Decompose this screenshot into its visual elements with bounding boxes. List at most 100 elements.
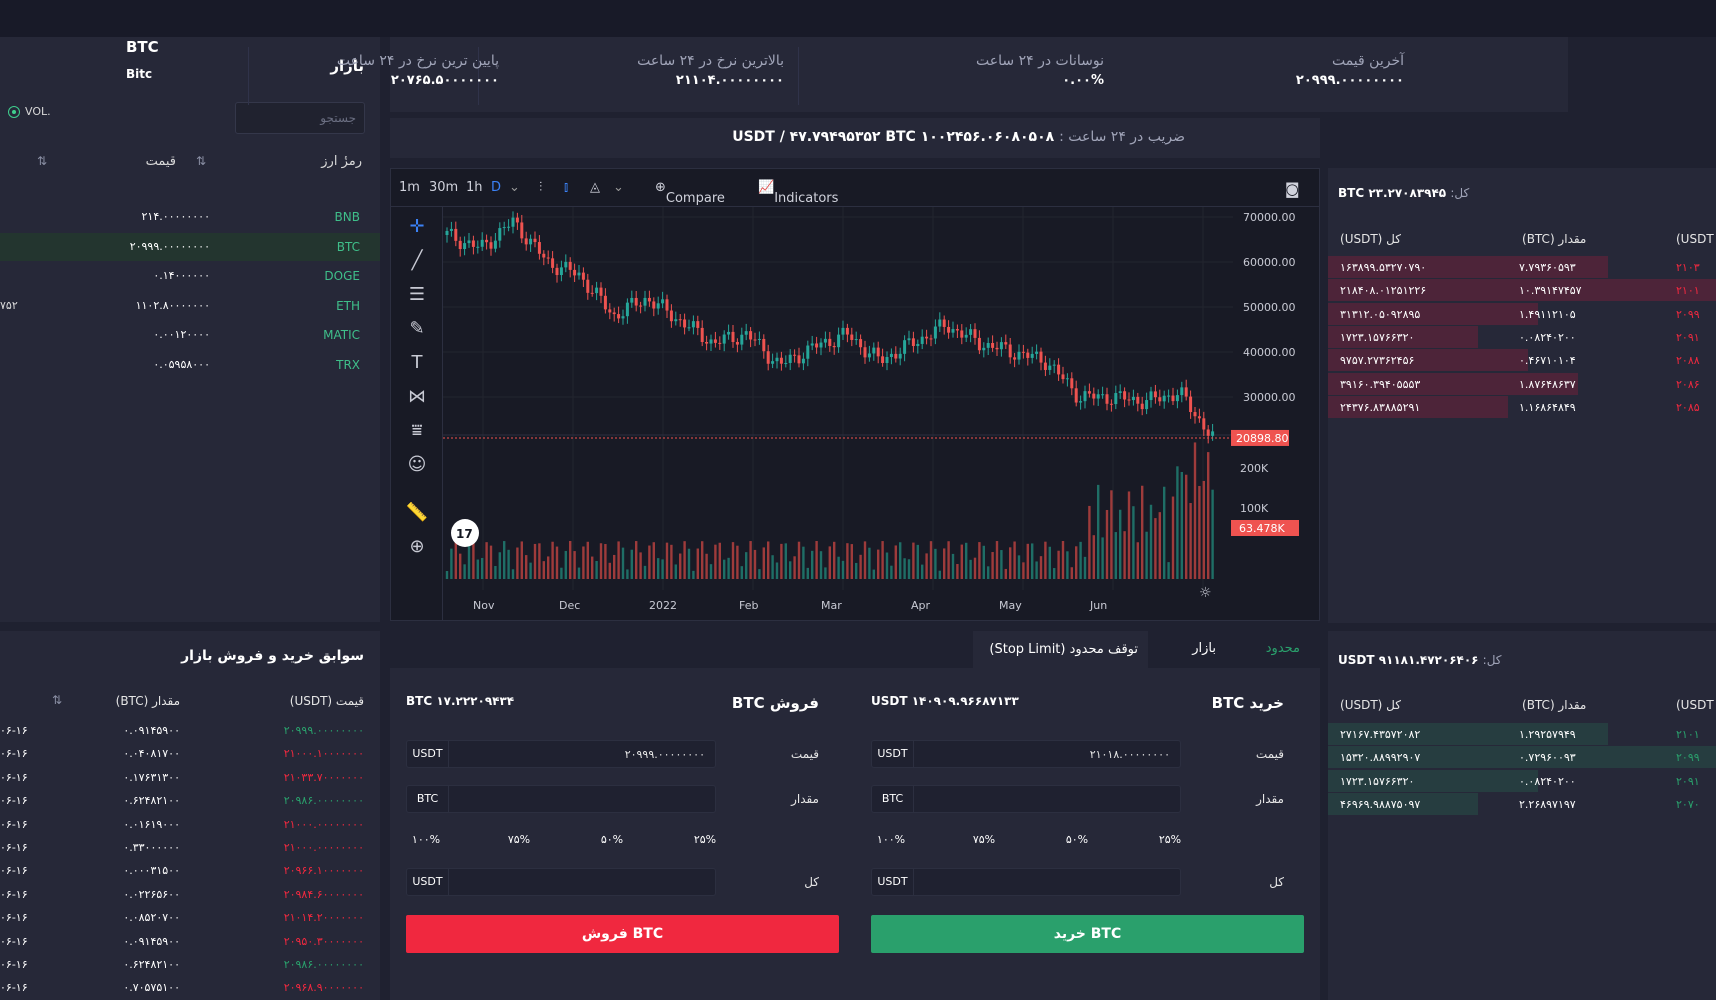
price-value: ۲۱۰۱۸.۰۰۰۰۰۰۰۰ <box>1089 748 1170 761</box>
chevron-down-icon[interactable]: ⌄ <box>613 180 624 195</box>
candle-body <box>973 329 977 338</box>
pct-25-button[interactable]: ۲۵% <box>1158 833 1182 846</box>
row-total: ۳۱۳۱۲.۰۵۰۹۲۸۹۵ <box>1340 307 1421 321</box>
indicators-button[interactable]: 📈 Indicators <box>758 180 839 206</box>
candle-body <box>894 353 898 359</box>
orderbook-row[interactable]: ۴۶۹۶۹.۹۸۸۷۵۰۹۷ ۲.۲۶۸۹۷۱۹۷ ۲۰۷۰ <box>1328 792 1716 816</box>
row-total: ۳۹۱۶۰.۳۹۴۰۵۵۵۳ <box>1340 377 1421 391</box>
orderbook-row[interactable]: ۱۵۳۲۰.۸۸۹۹۲۹۰۷ ۰.۷۲۹۶۰۰۹۳ ۲۰۹۹ <box>1328 746 1716 769</box>
pct-25-button[interactable]: ۲۵% <box>693 833 717 846</box>
radio-icon[interactable] <box>8 105 20 118</box>
camera-icon[interactable]: ◙ <box>1285 180 1300 198</box>
orderbook-row[interactable]: ۲۴۳۷۶.۸۳۸۸۵۲۹۱ ۱.۱۶۸۶۴۸۴۹ ۲۰۸۵ <box>1328 395 1716 419</box>
volume-bar <box>476 559 479 579</box>
col-price-header: قیمت (USDT) <box>289 694 364 708</box>
history-row: ۲۰۹۹۹.۰۰۰۰۰۰۰۰ ۰.۰۹۱۴۵۹۰۰ ۰۶-۱۶ <box>0 719 380 742</box>
fib-icon[interactable]: ☰ <box>408 284 426 305</box>
market-row[interactable]: TRX ۰.۰۵۹۵۸۰۰۰ <box>0 351 380 379</box>
chevron-down-icon[interactable]: ⌄ <box>509 180 520 195</box>
depth-bar <box>1328 769 1538 792</box>
depth-bar <box>1328 792 1478 815</box>
buy-button[interactable]: خرید BTC <box>871 915 1304 953</box>
interval-30m[interactable]: 30m <box>429 180 459 195</box>
orderbook-row[interactable]: ۲۷۱۶۷.۴۳۵۷۲۰۸۲ ۱.۲۹۲۵۷۹۴۹ ۲۱۰۱ <box>1328 723 1716 746</box>
candle-body <box>898 353 902 359</box>
area-style-icon[interactable]: ◬ <box>590 180 600 195</box>
candle-body <box>753 339 757 341</box>
volume-bar <box>481 557 484 579</box>
orderbook-row[interactable]: ۱۶۳۸۹۹.۵۳۲۷۰۷۹۰ ۷.۷۹۳۶۰۵۹۳ ۲۱۰۳ <box>1328 256 1716 279</box>
price-chart[interactable]: 1m 30m 1h D ⌄ ⫶ ⫾ ◬ ⌄ ⊕ Compare 📈 Indica… <box>390 168 1320 621</box>
market-row[interactable]: BTC ۲۰۹۹۹.۰۰۰۰۰۰۰۰ <box>0 232 380 261</box>
interval-1h[interactable]: 1h <box>466 180 483 195</box>
orderbook-row[interactable]: ۱۷۲۳.۱۵۷۶۶۳۲۰ ۰.۰۸۲۴۰۲۰۰ ۲۰۹۱ <box>1328 325 1716 349</box>
col-price-header[interactable]: قیمت <box>145 154 176 169</box>
candle-body <box>529 238 533 245</box>
brush-icon[interactable]: ✎ <box>409 318 425 339</box>
buy-amount-input[interactable]: BTC <box>871 785 1181 813</box>
compare-button[interactable]: ⊕ Compare <box>655 180 725 206</box>
pct-100-button[interactable]: ۱۰۰% <box>411 833 441 846</box>
ruler-icon[interactable]: 📏 <box>405 502 429 523</box>
buy-title: خرید BTC <box>1211 694 1284 712</box>
vol-label: VOL. <box>25 105 51 118</box>
sell-price-input[interactable]: USDT ۲۰۹۹۹.۰۰۰۰۰۰۰۰ <box>406 740 716 768</box>
volume-bar <box>1211 489 1214 579</box>
interval-d[interactable]: D <box>491 180 502 195</box>
sort-icon[interactable]: ⇅ <box>195 154 206 168</box>
history-price: ۲۰۹۸۶.۰۰۰۰۰۰۰۰ <box>283 794 364 808</box>
sort-icon[interactable]: ⇅ <box>52 693 63 707</box>
orderbook-row[interactable]: ۱۷۲۳.۱۵۷۶۶۳۲۰ ۰.۰۸۲۴۰۲۰۰ ۲۰۹۱ <box>1328 769 1716 793</box>
market-row[interactable]: DOGE ۰.۱۴۰۰۰۰۰۰ <box>0 262 380 290</box>
orderbook-row[interactable]: ۳۹۱۶۰.۳۹۴۰۵۵۵۳ ۱.۸۷۶۴۸۶۳۷ ۲۰۸۶ <box>1328 372 1716 396</box>
candle-body <box>938 319 942 327</box>
orderbook-row[interactable]: ۲۱۸۴۰۸.۰۱۲۵۱۲۲۶ ۱۰.۳۹۱۴۷۴۵۷ ۲۱۰۱ <box>1328 279 1716 302</box>
emoji-icon[interactable]: ☺ <box>407 454 427 475</box>
buy-total-input[interactable]: USDT <box>871 868 1181 896</box>
vol-toggle[interactable]: VOL. <box>8 105 51 118</box>
tab-stop-limit[interactable]: توقف محدود (Stop Limit) <box>973 631 1148 668</box>
sort-icon[interactable]: ⇅ <box>36 154 47 168</box>
total-label: کل <box>1269 875 1284 889</box>
candlestick-chart[interactable]: 70000.00 60000.00 50000.00 40000.00 30000.00… <box>443 207 1319 620</box>
tradingview-logo[interactable] <box>451 519 479 547</box>
settings-icon[interactable]: ☼ <box>1199 585 1212 601</box>
zoom-in-icon[interactable]: ⊕ <box>409 536 425 557</box>
tab-limit[interactable]: محدود <box>1265 641 1300 656</box>
sell-total-input[interactable]: USDT <box>406 868 716 896</box>
buy-price-input[interactable]: USDT ۲۱۰۱۸.۰۰۰۰۰۰۰۰ <box>871 740 1181 768</box>
candle-body <box>749 331 753 340</box>
market-row[interactable]: ETH ۱۱۰۲.۸۰۰۰۰۰۰۰ ۷۵۲ <box>0 292 380 320</box>
market-row[interactable]: BNB ۲۱۴.۰۰۰۰۰۰۰۰ <box>0 203 380 231</box>
history-amount: ۰.۰۹۱۴۵۹۰۰ <box>123 934 180 948</box>
volume-bar <box>630 549 633 579</box>
pct-100-button[interactable]: ۱۰۰% <box>876 833 906 846</box>
bar-style-icon[interactable]: ⫶ <box>539 180 543 195</box>
candle-body <box>1180 387 1184 396</box>
sell-button[interactable]: فروش BTC <box>406 915 839 953</box>
crosshair-icon[interactable]: ✛ <box>409 216 425 237</box>
sell-amount-input[interactable]: BTC <box>406 785 716 813</box>
pct-75-button[interactable]: ۷۵% <box>972 833 996 846</box>
orderbook-row[interactable]: ۳۱۳۱۲.۰۵۰۹۲۸۹۵ ۱.۴۹۱۱۲۱۰۵ ۲۰۹۹ <box>1328 302 1716 326</box>
market-row[interactable]: MATIC ۰.۰۰۱۲۰۰۰۰ <box>0 321 380 349</box>
search-input[interactable]: جستجو <box>235 102 365 134</box>
pattern-icon[interactable]: ⋈ <box>408 386 426 407</box>
text-icon[interactable]: T <box>411 352 423 373</box>
pct-75-button[interactable]: ۷۵% <box>507 833 531 846</box>
pct-50-button[interactable]: ۵۰% <box>600 833 624 846</box>
trendline-icon[interactable]: ╱ <box>411 250 423 271</box>
prediction-icon[interactable]: ⩸ <box>411 420 423 441</box>
col-symbol-header[interactable]: رمزٔ ارز <box>321 154 362 169</box>
pct-50-button[interactable]: ۵۰% <box>1065 833 1089 846</box>
history-time: ۰۶-۱۶ <box>0 794 28 808</box>
interval-1m[interactable]: 1m <box>399 180 420 195</box>
candle-body <box>1202 418 1206 430</box>
candle-body <box>537 242 541 254</box>
stat-value: ۲۰۷۶۵.۵۰۰۰۰۰۰۰ <box>390 73 499 88</box>
candle-style-icon[interactable]: ⫾ <box>564 180 569 195</box>
volume-bar <box>626 569 629 579</box>
order-forms: خرید BTC USDT ۱۴۰۹۰۹.۹۶۶۸۷۱۳۳ USDT ۲۱۰۱۸.… <box>390 668 1320 1000</box>
orderbook-row[interactable]: ۹۷۵۷.۲۷۳۶۲۴۵۶ ۰.۴۶۷۱۰۱۰۴ ۲۰۸۸ <box>1328 349 1716 372</box>
tab-market[interactable]: بازار <box>1192 641 1216 656</box>
